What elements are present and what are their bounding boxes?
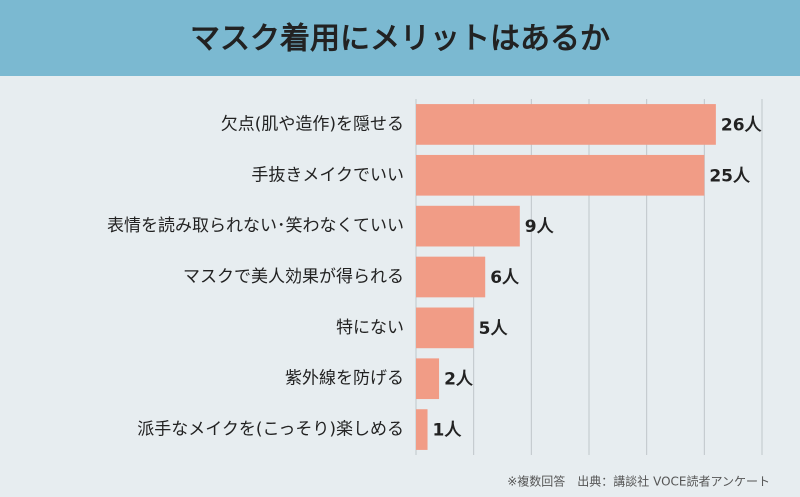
bar	[416, 256, 486, 298]
y-tick-label: 特にない	[336, 318, 404, 338]
y-tick-label: 手抜きメイクでいい	[251, 165, 404, 185]
value-label: 6人	[490, 268, 520, 288]
y-tick-label: 紫外線を防げる	[285, 369, 404, 389]
bar	[416, 409, 428, 450]
bar	[416, 307, 474, 349]
footnote: ※複数回答 出典：講談社 VOCE読者アンケート	[507, 474, 770, 489]
y-tick-label: 表情を読み取られない･笑わなくていい	[107, 216, 404, 236]
bar	[416, 358, 440, 400]
bar	[416, 205, 520, 247]
header-band	[0, 0, 800, 76]
chart-title: マスク着用にメリットはあるか	[190, 22, 610, 57]
value-label: 26人	[721, 115, 763, 135]
y-tick-label: 派手なメイクを(こっそり)楽しめる	[137, 420, 404, 440]
value-label: 1人	[433, 421, 463, 441]
y-tick-label: 欠点(肌や造作)を隠せる	[221, 114, 404, 134]
bar	[416, 154, 705, 196]
value-label: 9人	[525, 217, 555, 237]
bar	[416, 104, 716, 145]
value-label: 2人	[444, 370, 474, 390]
y-tick-label: マスクで美人効果が得られる	[183, 267, 404, 287]
value-label: 5人	[479, 319, 509, 339]
value-label: 25人	[709, 166, 751, 186]
